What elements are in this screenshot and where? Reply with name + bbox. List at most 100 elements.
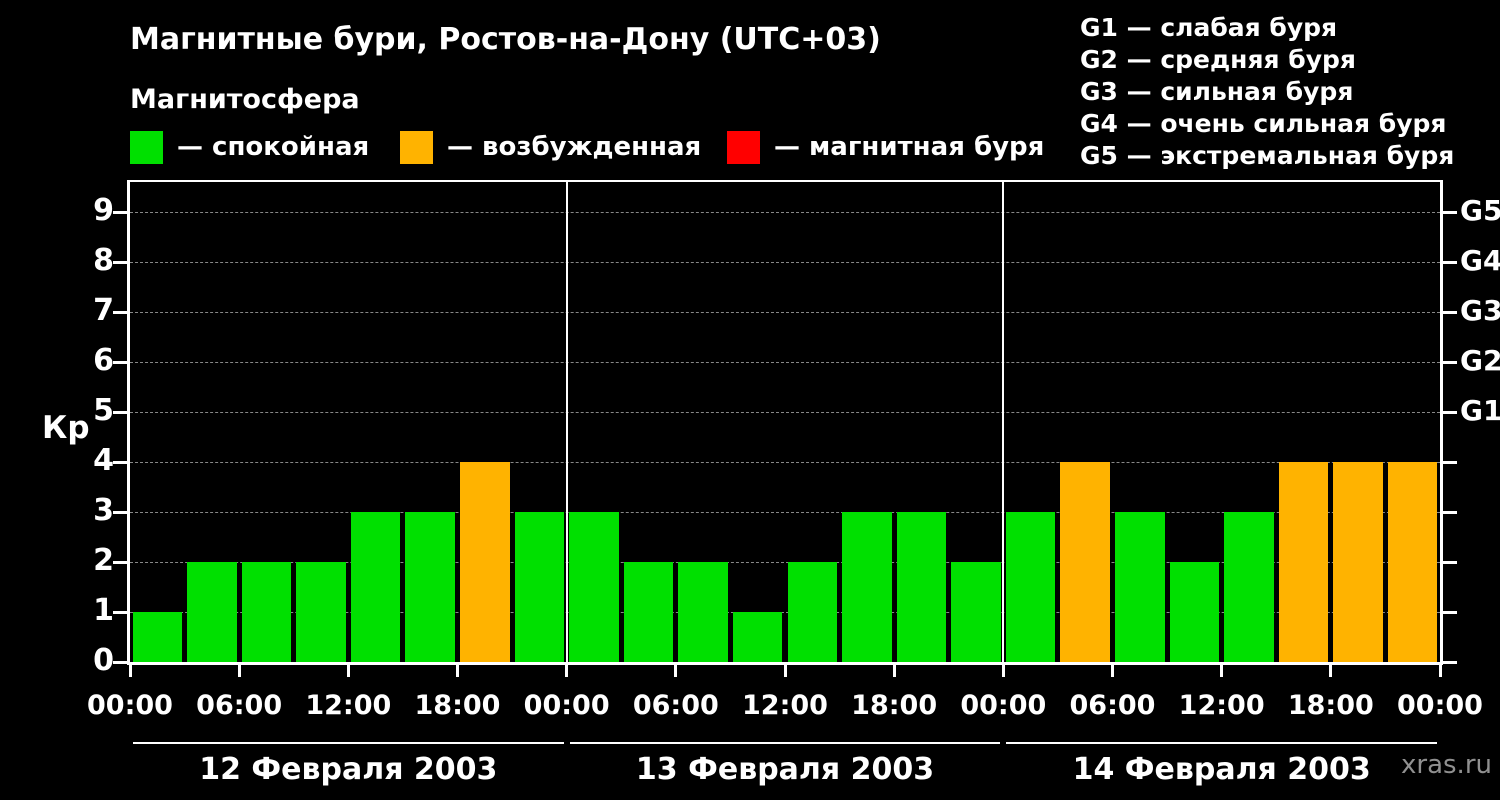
gridline	[130, 212, 1440, 213]
x-tick	[1001, 665, 1005, 677]
day-label: 13 Февраля 2003	[635, 752, 935, 787]
y-tick-label: 2	[93, 543, 114, 578]
kp-bar	[1005, 512, 1056, 662]
x-tick-label: 00:00	[87, 690, 173, 721]
x-tick-label: 12:00	[305, 690, 392, 721]
gridline	[130, 462, 1440, 463]
y-tick-right	[1443, 411, 1457, 414]
y-tick-label: 9	[93, 193, 114, 228]
legend-swatch-quiet	[130, 131, 163, 164]
kp-bar	[678, 562, 728, 662]
y-tick-label: 3	[93, 493, 114, 528]
kp-bar	[1169, 562, 1220, 662]
right-axis-label-g3: G3	[1460, 294, 1500, 327]
y-tick	[113, 561, 127, 564]
y-tick-label: 4	[93, 443, 114, 478]
y-tick	[113, 261, 127, 264]
x-axis-line	[127, 662, 1443, 665]
gridline	[130, 262, 1440, 263]
kp-bar	[405, 512, 455, 662]
x-tick	[128, 665, 132, 677]
x-tick-label: 18:00	[1287, 690, 1374, 721]
gridline	[130, 412, 1440, 413]
y-tick	[113, 361, 127, 364]
legend-item-excited: — возбужденная	[400, 131, 701, 164]
y-tick	[113, 661, 127, 664]
y-axis-title: Кр	[42, 410, 90, 446]
chart-title: Магнитные бури, Ростов-на-Дону (UTC+03)	[130, 22, 881, 57]
y-tick-label: 8	[93, 243, 114, 278]
x-tick	[783, 665, 787, 677]
gridline	[130, 512, 1440, 513]
kp-bar	[460, 462, 510, 662]
x-tick	[346, 665, 350, 677]
kp-bar	[951, 562, 1001, 662]
y-tick-label: 5	[93, 393, 114, 428]
x-tick	[892, 665, 896, 677]
y-tick-label: 6	[93, 343, 114, 378]
legend-label-quiet: — спокойная	[177, 132, 370, 162]
y-axis-line	[127, 180, 130, 665]
kp-bar	[623, 562, 674, 662]
x-tick	[237, 665, 241, 677]
right-axis-label-g2: G2	[1460, 344, 1500, 377]
gridline	[130, 362, 1440, 363]
kp-bar	[1278, 462, 1329, 662]
y-tick-label: 0	[93, 643, 114, 678]
y-tick-right	[1443, 311, 1457, 314]
storm-scale-g4: G4 — очень сильная буря	[1080, 109, 1447, 138]
y-tick-right	[1443, 511, 1457, 514]
storm-scale-g1: G1 — слабая буря	[1080, 13, 1338, 42]
legend-swatch-excited	[400, 131, 433, 164]
storm-scale-legend: G1 — слабая буря G2 — средняя буря G3 — …	[1080, 12, 1454, 172]
day-bracket	[569, 742, 1001, 744]
x-tick	[1220, 665, 1224, 677]
legend-item-quiet: — спокойная	[130, 131, 369, 164]
y-tick-label: 1	[93, 593, 114, 628]
gridline	[130, 612, 1440, 613]
x-tick	[674, 665, 678, 677]
x-tick-label: 12:00	[1178, 690, 1265, 721]
x-tick-label: 18:00	[851, 690, 938, 721]
day-bracket	[133, 742, 564, 744]
legend-label-storm: — магнитная буря	[774, 132, 1045, 162]
y-tick	[113, 461, 127, 464]
y-tick	[113, 511, 127, 514]
y-tick	[113, 411, 127, 414]
kp-bar	[732, 612, 783, 662]
y-tick	[113, 311, 127, 314]
kp-bar	[896, 512, 947, 662]
kp-bar	[187, 562, 237, 662]
legend-item-storm: — магнитная буря	[727, 131, 1044, 164]
storm-scale-g5: G5 — экстремальная буря	[1080, 141, 1455, 170]
x-tick	[1111, 665, 1114, 677]
x-tick-label: 06:00	[632, 690, 719, 721]
y-tick	[113, 611, 127, 614]
kp-bar	[1224, 512, 1274, 662]
plot-border-top	[127, 180, 1443, 182]
x-tick-label: 00:00	[523, 690, 610, 721]
kp-bar	[569, 512, 619, 662]
kp-bar	[1333, 462, 1383, 662]
legend-label-excited: — возбужденная	[447, 132, 702, 162]
right-axis-label-g5: G5	[1460, 194, 1500, 227]
y-tick-right	[1443, 361, 1457, 364]
kp-bar	[514, 512, 565, 662]
x-tick-label: 06:00	[1069, 690, 1156, 721]
storm-scale-g2: G2 — средняя буря	[1080, 45, 1356, 74]
y-tick-label: 7	[93, 293, 114, 328]
legend-swatch-storm	[727, 131, 760, 164]
storm-scale-g3: G3 — сильная буря	[1080, 77, 1354, 106]
day-bracket	[1006, 742, 1437, 744]
day-label: 12 Февраля 2003	[199, 752, 498, 787]
kp-bar	[1115, 512, 1165, 662]
x-tick-label: 00:00	[960, 690, 1047, 721]
kp-bar	[1060, 462, 1110, 662]
day-label: 14 Февраля 2003	[1072, 752, 1371, 787]
x-tick-label: 18:00	[414, 690, 501, 721]
kp-bar	[132, 612, 183, 662]
y-tick-right	[1443, 561, 1457, 564]
y-tick-right	[1443, 211, 1457, 214]
x-tick	[456, 665, 459, 677]
gridline	[130, 562, 1440, 563]
